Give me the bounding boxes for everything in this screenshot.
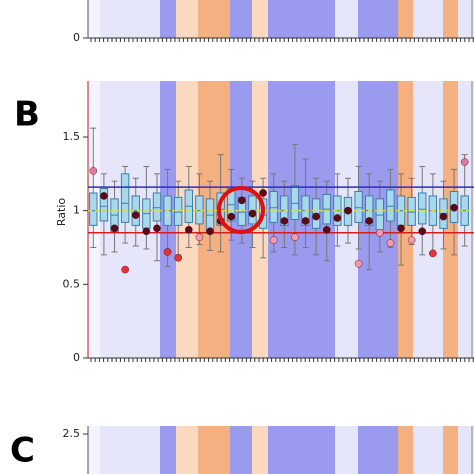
box <box>205 198 215 231</box>
y-tick-label: 2.5 <box>63 427 81 440</box>
box <box>269 191 278 223</box>
box <box>152 192 162 222</box>
background-band <box>252 426 268 474</box>
background-band <box>198 426 230 474</box>
background-band <box>160 426 176 474</box>
background-band <box>268 0 335 38</box>
point <box>89 167 98 175</box>
point <box>259 189 267 197</box>
point <box>121 265 129 274</box>
point <box>354 259 363 268</box>
box <box>89 192 98 226</box>
background-band <box>335 0 358 38</box>
background-band <box>398 426 413 474</box>
point <box>460 158 469 166</box>
point <box>333 214 342 222</box>
point <box>439 212 448 221</box>
marks: 0 B 0 0.5 1 1.5 Ratio C 2.5 <box>10 0 474 474</box>
background-band <box>358 426 398 474</box>
point <box>376 228 384 237</box>
point <box>344 206 352 215</box>
point <box>227 212 236 221</box>
background-band <box>335 426 358 474</box>
box <box>99 188 109 222</box>
y-tick-label: 0 <box>73 31 80 44</box>
point <box>185 226 193 234</box>
point <box>312 212 320 221</box>
background-band <box>88 426 100 474</box>
box <box>120 173 130 223</box>
background-band <box>160 0 176 38</box>
panel-label: C <box>10 431 35 471</box>
y-tick-label: 0 <box>73 351 80 364</box>
background-band <box>458 0 474 38</box>
background-band <box>176 426 198 474</box>
point <box>248 209 257 218</box>
background-band <box>252 0 268 38</box>
background-band <box>88 0 100 38</box>
point <box>100 192 108 200</box>
point <box>301 217 310 225</box>
y-axis-label: Ratio <box>55 198 68 227</box>
box <box>375 198 385 231</box>
point <box>365 217 373 225</box>
point <box>450 203 458 212</box>
point <box>429 249 437 258</box>
point <box>322 226 331 234</box>
background-band <box>100 0 160 38</box>
background-band <box>268 426 335 474</box>
point <box>407 236 416 244</box>
background-band <box>398 81 413 358</box>
box <box>418 192 427 225</box>
y-tick-label: 1.5 <box>63 130 81 143</box>
point <box>153 224 161 233</box>
background-band <box>398 0 413 38</box>
point <box>238 196 246 205</box>
point <box>110 224 119 233</box>
background-band <box>358 0 398 38</box>
point <box>269 236 278 244</box>
point <box>206 227 214 236</box>
point <box>291 233 299 241</box>
background-band <box>458 426 474 474</box>
background-band <box>413 81 443 358</box>
background-band <box>176 0 198 38</box>
y-tick-label: 0.5 <box>63 277 81 290</box>
background-band <box>413 0 443 38</box>
background-band <box>230 426 252 474</box>
background-band <box>443 0 458 38</box>
background-band <box>198 0 230 38</box>
box <box>354 191 363 223</box>
point <box>195 233 204 241</box>
point <box>397 224 405 233</box>
box <box>290 185 300 221</box>
background-band <box>230 0 252 38</box>
box <box>386 189 395 222</box>
point <box>163 248 172 256</box>
point <box>142 227 151 236</box>
background-band <box>100 81 160 358</box>
y-tick-label: 1 <box>73 204 80 217</box>
highlight-circle <box>217 186 265 234</box>
point <box>418 227 427 236</box>
panel-label: B <box>14 95 40 135</box>
point <box>174 254 182 262</box>
point <box>386 239 395 247</box>
point <box>280 217 289 225</box>
background-band <box>413 426 443 474</box>
background-band <box>443 426 458 474</box>
background-band <box>100 426 160 474</box>
point <box>131 211 140 219</box>
